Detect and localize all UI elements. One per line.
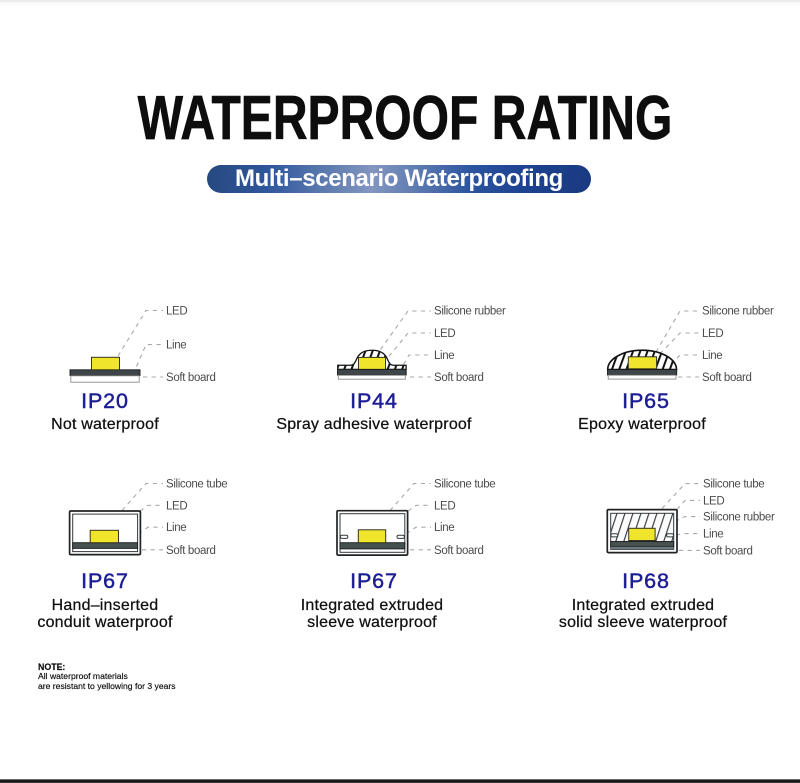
svg-text:Line: Line xyxy=(166,340,186,352)
svg-text:Line: Line xyxy=(166,522,186,534)
svg-text:Line: Line xyxy=(434,350,454,362)
svg-text:Line: Line xyxy=(703,529,723,541)
svg-text:Soft board: Soft board xyxy=(434,545,484,557)
svg-text:LED: LED xyxy=(434,328,455,340)
svg-text:Soft board: Soft board xyxy=(702,372,752,384)
svg-text:Line: Line xyxy=(434,522,454,534)
svg-text:LED: LED xyxy=(166,500,187,512)
svg-text:LED: LED xyxy=(434,500,455,512)
svg-text:Silicone rubber: Silicone rubber xyxy=(434,306,506,318)
svg-text:LED: LED xyxy=(702,328,723,340)
svg-text:Silicone tube: Silicone tube xyxy=(166,479,227,491)
svg-text:Silicone rubber: Silicone rubber xyxy=(702,306,774,318)
svg-text:Silicone tube: Silicone tube xyxy=(434,479,495,491)
svg-text:LED: LED xyxy=(166,306,187,318)
svg-text:Soft board: Soft board xyxy=(166,372,216,384)
svg-text:Silicone rubber: Silicone rubber xyxy=(703,512,775,524)
svg-text:Soft board: Soft board xyxy=(703,545,753,557)
svg-text:LED: LED xyxy=(703,495,724,507)
svg-text:Silicone tube: Silicone tube xyxy=(703,479,764,491)
svg-text:Soft board: Soft board xyxy=(166,545,216,557)
svg-text:Line: Line xyxy=(702,350,722,362)
svg-text:Soft board: Soft board xyxy=(434,372,484,384)
